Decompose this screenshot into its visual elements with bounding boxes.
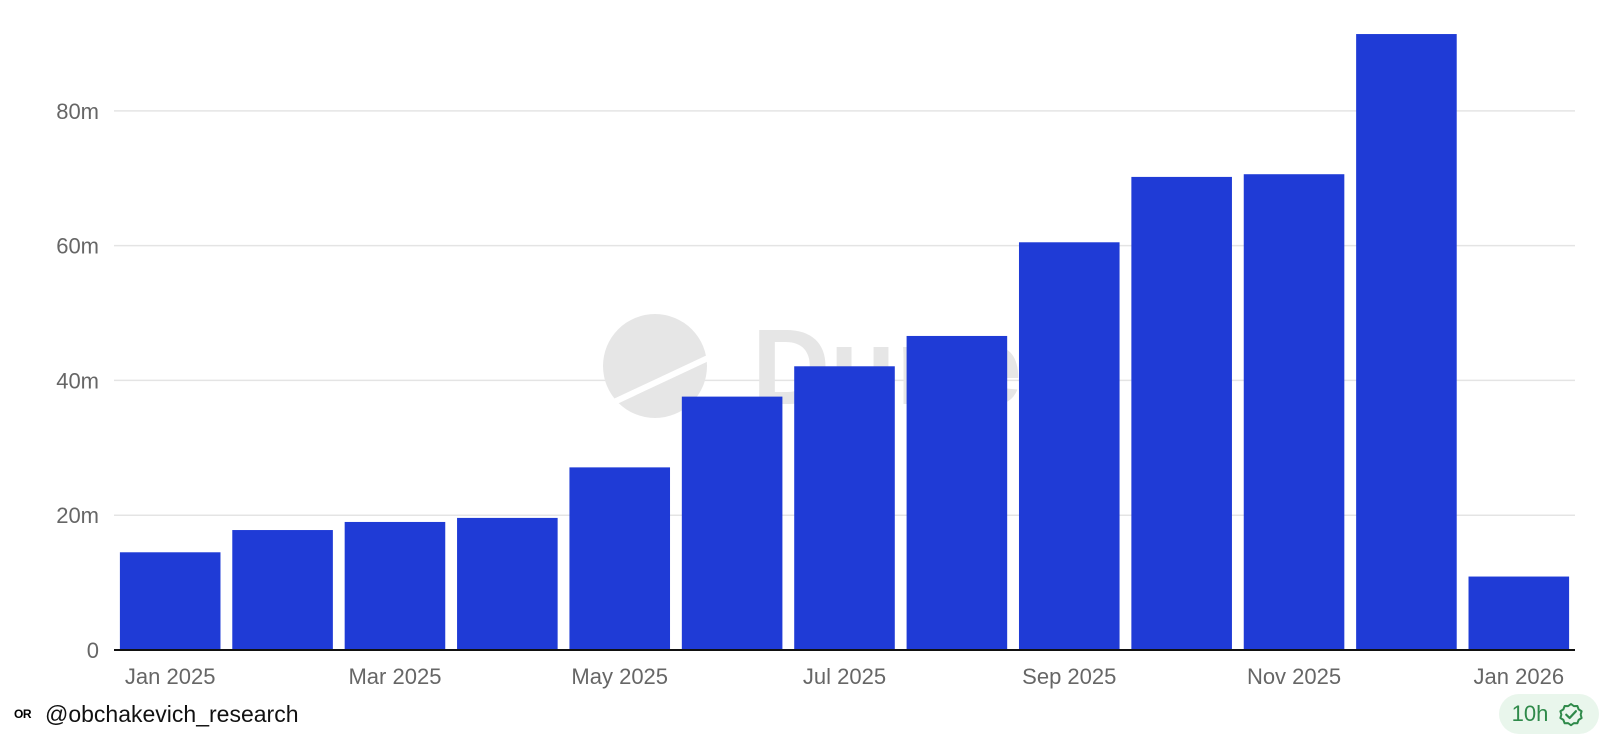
bar[interactable] [1131,176,1232,651]
y-tick-label: 80m [56,99,99,124]
bar[interactable] [1356,34,1457,651]
bar[interactable] [344,521,446,650]
bar[interactable] [906,335,1008,650]
freshness-badge[interactable]: 10h [1499,694,1599,734]
bar[interactable] [569,467,671,650]
y-tick-label: 60m [56,234,99,259]
y-tick-label: 0 [87,638,99,663]
x-tick-label: Jan 2026 [1474,664,1565,689]
bar[interactable] [1018,242,1120,651]
x-tick-label: Jul 2025 [803,664,886,689]
y-tick-label: 20m [56,503,99,528]
author-logo: OR [14,707,32,721]
freshness-label: 10h [1511,701,1549,726]
bar[interactable] [232,530,333,650]
bar[interactable] [681,396,783,650]
x-tick-label: Nov 2025 [1247,664,1341,689]
bar[interactable] [1468,576,1570,650]
bar[interactable] [457,517,558,650]
watermark-logo-stripe [610,355,710,406]
x-tick-label: May 2025 [571,664,668,689]
x-tick-label: Jan 2025 [125,664,216,689]
bar[interactable] [1243,174,1345,650]
y-tick-label: 40m [56,368,99,393]
author-handle[interactable]: @obchakevich_research [45,700,299,727]
bar[interactable] [119,552,221,650]
author-attribution: OR @obchakevich_research [14,700,298,728]
x-tick-label: Mar 2025 [348,664,441,689]
bar[interactable] [794,366,895,650]
x-tick-label: Sep 2025 [1022,664,1116,689]
verified-check-icon [1559,703,1583,727]
